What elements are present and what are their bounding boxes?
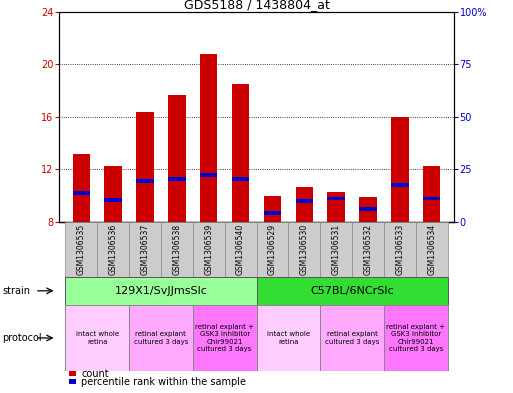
Bar [136, 112, 154, 222]
Bar [65, 305, 129, 371]
Title: GDS5188 / 1438804_at: GDS5188 / 1438804_at [184, 0, 329, 11]
Bar [359, 207, 377, 211]
Bar [423, 196, 441, 200]
Bar [104, 165, 122, 222]
Text: GSM1306534: GSM1306534 [427, 224, 436, 275]
Bar [200, 54, 218, 222]
Text: GSM1306535: GSM1306535 [77, 224, 86, 275]
Bar [327, 196, 345, 200]
Text: GSM1306531: GSM1306531 [331, 224, 341, 275]
Bar [97, 222, 129, 277]
Bar [264, 211, 281, 215]
Bar [168, 177, 186, 180]
Text: percentile rank within the sample: percentile rank within the sample [81, 377, 246, 387]
Bar [232, 84, 249, 222]
Bar [295, 187, 313, 222]
Text: GSM1306532: GSM1306532 [364, 224, 372, 275]
Text: count: count [81, 369, 109, 379]
Bar [168, 95, 186, 222]
Text: C57BL/6NCrSlc: C57BL/6NCrSlc [310, 286, 394, 296]
Bar [264, 196, 281, 222]
Bar [72, 191, 90, 195]
Text: GSM1306539: GSM1306539 [204, 224, 213, 275]
Text: GSM1306538: GSM1306538 [172, 224, 182, 275]
Bar [295, 199, 313, 203]
Bar [288, 222, 320, 277]
Bar [161, 222, 193, 277]
Bar [256, 222, 288, 277]
Text: GSM1306530: GSM1306530 [300, 224, 309, 275]
Bar [384, 222, 416, 277]
Text: GSM1306529: GSM1306529 [268, 224, 277, 275]
Bar [359, 197, 377, 222]
Bar [200, 173, 218, 176]
Bar [193, 222, 225, 277]
Text: intact whole
retina: intact whole retina [75, 331, 119, 345]
Bar [104, 198, 122, 202]
Text: retinal explant
cultured 3 days: retinal explant cultured 3 days [134, 331, 188, 345]
Text: GSM1306540: GSM1306540 [236, 224, 245, 275]
Bar [391, 184, 409, 187]
Text: intact whole
retina: intact whole retina [267, 331, 310, 345]
Text: retinal explant
cultured 3 days: retinal explant cultured 3 days [325, 331, 379, 345]
Bar [193, 305, 256, 371]
Bar [256, 277, 448, 305]
Bar [232, 177, 249, 180]
Bar [391, 117, 409, 222]
Text: 129X1/SvJJmsSlc: 129X1/SvJJmsSlc [114, 286, 207, 296]
Bar [129, 305, 193, 371]
Bar [327, 192, 345, 222]
Text: retinal explant +
GSK3 inhibitor
Chir99021
cultured 3 days: retinal explant + GSK3 inhibitor Chir990… [195, 324, 254, 352]
Bar [416, 222, 448, 277]
Bar [384, 305, 448, 371]
Text: strain: strain [3, 286, 31, 296]
Bar [65, 222, 97, 277]
Text: GSM1306536: GSM1306536 [109, 224, 117, 275]
Bar [423, 165, 441, 222]
Text: protocol: protocol [3, 333, 42, 343]
Text: retinal explant +
GSK3 inhibitor
Chir99021
cultured 3 days: retinal explant + GSK3 inhibitor Chir990… [386, 324, 445, 352]
Bar [136, 180, 154, 183]
Bar [320, 222, 352, 277]
Text: GSM1306533: GSM1306533 [396, 224, 404, 275]
Bar [320, 305, 384, 371]
Text: GSM1306537: GSM1306537 [141, 224, 149, 275]
Bar [256, 305, 320, 371]
Bar [72, 154, 90, 222]
Bar [65, 277, 256, 305]
Bar [352, 222, 384, 277]
Bar [129, 222, 161, 277]
Bar [225, 222, 256, 277]
